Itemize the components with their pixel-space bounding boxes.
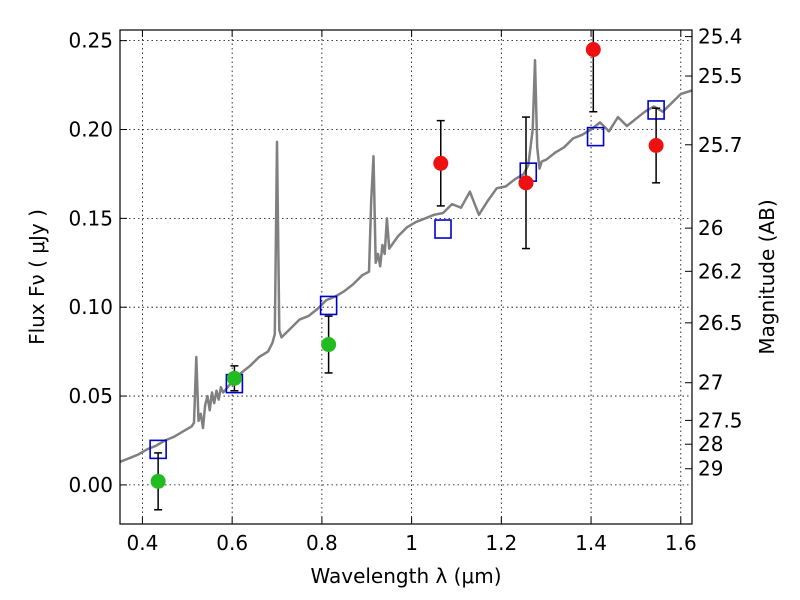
y-tick-label: 0.00 bbox=[68, 473, 113, 497]
plot-frame bbox=[119, 29, 693, 525]
spectrum-line bbox=[120, 58, 692, 463]
right-tick-label: 25.7 bbox=[698, 133, 743, 157]
y-tick-label: 0.15 bbox=[68, 206, 113, 230]
red-data-point bbox=[648, 138, 664, 154]
x-tick-label: 1.6 bbox=[665, 531, 697, 555]
model-square-marker bbox=[319, 295, 338, 316]
right-tick-label: 28 bbox=[698, 432, 723, 456]
right-tick-label: 25.5 bbox=[698, 64, 743, 88]
right-axis-label: Magnitude (AB) bbox=[755, 199, 779, 354]
red-data-point bbox=[433, 155, 449, 171]
model-square-marker bbox=[434, 219, 452, 239]
x-tick-label: 0.8 bbox=[306, 531, 338, 555]
right-tick-label: 27 bbox=[698, 371, 723, 395]
right-tick-label: 27.5 bbox=[698, 408, 743, 432]
y-tick-label: 0.10 bbox=[68, 295, 113, 319]
tick-marks bbox=[120, 30, 692, 524]
plot-background bbox=[120, 30, 692, 524]
green-data-point bbox=[321, 337, 337, 353]
model-square-marker bbox=[586, 126, 605, 147]
x-tick-label: 1.2 bbox=[485, 531, 517, 555]
right-tick-label: 25.4 bbox=[698, 25, 743, 49]
right-tick-label: 26.5 bbox=[698, 311, 743, 335]
green-data-point bbox=[150, 473, 166, 489]
y-tick-label: 0.25 bbox=[68, 29, 113, 53]
plot-clipped-group bbox=[120, 30, 692, 511]
right-tick-label: 29 bbox=[698, 457, 723, 481]
x-tick-label: 1 bbox=[405, 531, 418, 555]
red-data-point bbox=[585, 42, 601, 58]
y-tick-label: 0.05 bbox=[68, 384, 113, 408]
x-axis-label: Wavelength λ (μm) bbox=[310, 564, 501, 588]
right-tick-label: 26 bbox=[698, 216, 723, 240]
x-tick-label: 0.6 bbox=[216, 531, 248, 555]
y-tick-label: 0.20 bbox=[68, 118, 113, 142]
x-tick-label: 1.4 bbox=[575, 531, 607, 555]
plot-content bbox=[120, 30, 692, 511]
y-axis-label: Flux Fν ( μJy ) bbox=[25, 209, 49, 345]
right-tick-label: 26.2 bbox=[698, 259, 743, 283]
x-tick-label: 0.4 bbox=[127, 531, 159, 555]
red-data-point bbox=[518, 175, 534, 191]
x-tick-labels: 0.4 0.6 0.8 1 1.2 1.4 1.6 bbox=[127, 531, 697, 555]
y-tick-labels: 0.00 0.05 0.10 0.15 0.20 0.25 bbox=[68, 29, 113, 497]
green-data-point bbox=[226, 370, 242, 386]
